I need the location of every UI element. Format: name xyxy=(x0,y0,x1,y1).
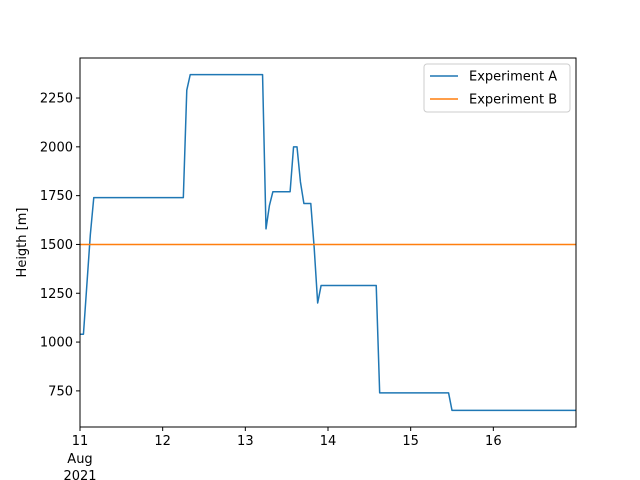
y-tick-label: 1250 xyxy=(40,287,73,302)
legend-label: Experiment B xyxy=(469,93,557,108)
y-tick-label: 2250 xyxy=(40,92,73,107)
y-axis-label: Heigth [m] xyxy=(15,208,30,278)
legend: Experiment A Experiment B xyxy=(423,63,571,113)
series-layer xyxy=(80,73,576,412)
x-tick-label: 15 xyxy=(402,434,419,449)
x-tick-label: 16 xyxy=(485,434,502,449)
x-tick-label: 14 xyxy=(320,434,337,449)
y-tick-label: 1000 xyxy=(40,336,73,351)
y-tick-label: 1750 xyxy=(40,189,73,204)
y-tick-label: 2000 xyxy=(40,140,73,155)
x-tick-sublabel: Aug xyxy=(67,452,92,467)
legend-label: Experiment A xyxy=(469,70,557,85)
y-axis: 750 1000 1250 1500 1750 2000 2250 xyxy=(40,92,80,399)
x-axis: 11 Aug 2021 12 13 14 15 16 xyxy=(63,427,502,480)
series-line-experiment-a xyxy=(80,73,576,412)
legend-box xyxy=(423,63,571,113)
x-tick-label: 12 xyxy=(154,434,171,449)
x-tick-sublabel: 2021 xyxy=(63,469,96,480)
x-tick-label: 11 xyxy=(72,434,89,449)
y-tick-label: 750 xyxy=(48,384,73,399)
x-tick-label: 13 xyxy=(237,434,254,449)
y-tick-label: 1500 xyxy=(40,238,73,253)
